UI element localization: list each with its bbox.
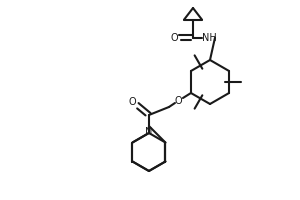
Text: O: O [128, 97, 136, 107]
Text: N: N [145, 127, 153, 137]
Text: O: O [174, 96, 182, 106]
Text: O: O [170, 33, 178, 43]
Text: NH: NH [202, 33, 216, 43]
